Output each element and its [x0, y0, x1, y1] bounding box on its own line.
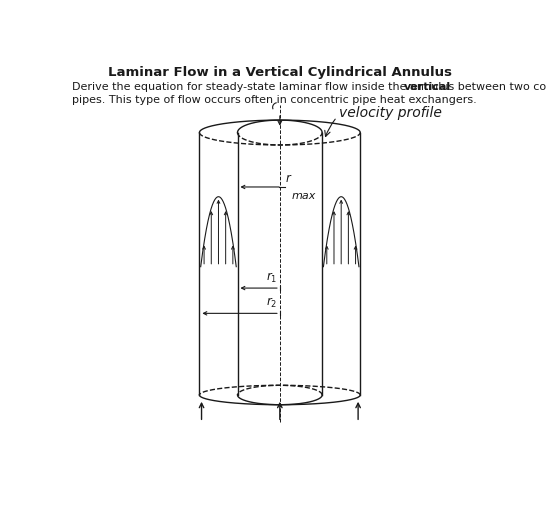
- Text: Derive the equation for steady-state laminar flow inside the annulus between two: Derive the equation for steady-state lam…: [73, 82, 546, 92]
- Text: max: max: [291, 191, 316, 201]
- Text: vertical: vertical: [404, 82, 452, 92]
- Text: $r_2$: $r_2$: [266, 296, 278, 310]
- Text: pipes. This type of flow occurs often in concentric pipe heat exchangers.: pipes. This type of flow occurs often in…: [73, 95, 477, 105]
- Text: $r$: $r$: [286, 172, 293, 185]
- Text: velocity profile: velocity profile: [339, 106, 442, 120]
- Text: Laminar Flow in a Vertical Cylindrical Annulus: Laminar Flow in a Vertical Cylindrical A…: [108, 67, 452, 79]
- Text: $r_1$: $r_1$: [266, 271, 278, 285]
